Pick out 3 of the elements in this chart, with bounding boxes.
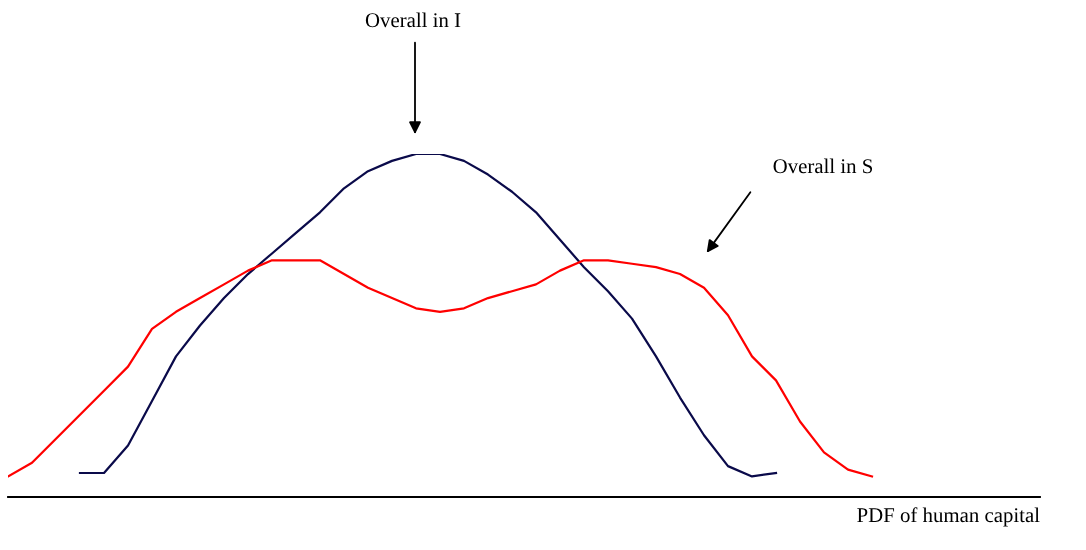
annotation: Overall in S [773,158,873,174]
text: Overall in I [365,12,461,28]
x-axis-title: PDF of human capital [857,507,1040,527]
